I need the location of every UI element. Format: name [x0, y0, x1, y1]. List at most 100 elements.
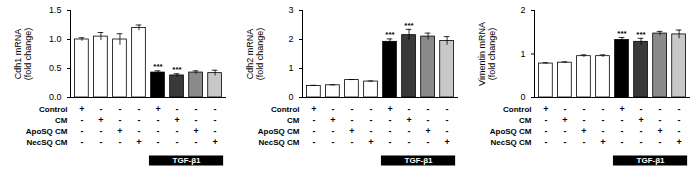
svg-text:1: 1 [520, 49, 525, 59]
svg-text:NecSQ CM: NecSQ CM [259, 138, 300, 147]
svg-text:-: - [563, 104, 566, 114]
svg-text:+: + [349, 126, 354, 136]
svg-text:-: - [137, 104, 140, 114]
svg-text:-: - [157, 115, 160, 125]
svg-text:-: - [678, 126, 681, 136]
svg-text:-: - [118, 137, 121, 147]
svg-text:-: - [446, 104, 449, 114]
svg-text:TGF-β1: TGF-β1 [637, 156, 666, 165]
svg-text:-: - [350, 104, 353, 114]
svg-text:-: - [427, 104, 430, 114]
svg-text:-: - [659, 137, 662, 147]
svg-text:-: - [640, 137, 643, 147]
svg-text:-: - [176, 104, 179, 114]
svg-text:-: - [312, 115, 315, 125]
svg-text:+: + [600, 137, 605, 147]
svg-text:+: + [311, 104, 316, 114]
svg-text:-: - [621, 126, 624, 136]
svg-text:-: - [80, 126, 83, 136]
svg-text:-: - [369, 115, 372, 125]
svg-text:-: - [312, 126, 315, 136]
svg-text:-: - [601, 126, 604, 136]
svg-text:-: - [195, 104, 198, 114]
svg-text:-: - [408, 137, 411, 147]
svg-text:-: - [563, 137, 566, 147]
svg-text:-: - [563, 126, 566, 136]
svg-text:-: - [659, 104, 662, 114]
svg-text:-: - [350, 115, 353, 125]
svg-text:-: - [601, 104, 604, 114]
svg-text:+: + [98, 115, 103, 125]
svg-text:-: - [312, 137, 315, 147]
svg-text:-: - [640, 126, 643, 136]
svg-text:+: + [543, 104, 548, 114]
svg-text:-: - [544, 126, 547, 136]
svg-text:+: + [368, 137, 373, 147]
svg-text:+: + [387, 104, 392, 114]
svg-text:***: *** [385, 30, 395, 39]
svg-text:+: + [676, 137, 681, 147]
svg-text:TGF-β1: TGF-β1 [173, 156, 202, 165]
svg-text:0: 0 [520, 92, 525, 102]
svg-text:-: - [408, 126, 411, 136]
svg-text:1.0: 1.0 [49, 34, 62, 44]
svg-text:-: - [678, 104, 681, 114]
svg-text:+: + [117, 126, 122, 136]
svg-text:-: - [369, 104, 372, 114]
svg-text:-: - [214, 115, 217, 125]
svg-text:+: + [174, 115, 179, 125]
svg-text:Control: Control [271, 105, 299, 114]
svg-text:-: - [137, 126, 140, 136]
svg-text:+: + [136, 137, 141, 147]
svg-text:CM: CM [55, 116, 68, 125]
svg-text:-: - [369, 126, 372, 136]
svg-text:Control: Control [39, 105, 67, 114]
svg-text:-: - [427, 115, 430, 125]
svg-text:-: - [331, 137, 334, 147]
svg-text:NecSQ CM: NecSQ CM [491, 138, 532, 147]
svg-text:3: 3 [288, 5, 293, 15]
svg-text:-: - [601, 115, 604, 125]
svg-text:CM: CM [287, 116, 300, 125]
svg-text:-: - [678, 115, 681, 125]
svg-text:-: - [99, 104, 102, 114]
svg-text:+: + [406, 115, 411, 125]
svg-text:-: - [389, 137, 392, 147]
svg-text:NecSQ CM: NecSQ CM [27, 138, 68, 147]
svg-text:-: - [544, 115, 547, 125]
svg-text:0.5: 0.5 [49, 63, 62, 73]
svg-text:-: - [544, 137, 547, 147]
svg-text:+: + [619, 104, 624, 114]
svg-text:***: *** [153, 62, 163, 71]
svg-text:-: - [176, 137, 179, 147]
svg-text:-: - [331, 126, 334, 136]
svg-text:0: 0 [288, 92, 293, 102]
svg-text:-: - [582, 137, 585, 147]
svg-text:-: - [621, 137, 624, 147]
svg-text:+: + [193, 126, 198, 136]
svg-text:-: - [195, 137, 198, 147]
svg-text:+: + [330, 115, 335, 125]
svg-text:-: - [99, 137, 102, 147]
svg-text:***: *** [172, 65, 182, 74]
svg-text:ApoSQ CM: ApoSQ CM [490, 127, 532, 136]
svg-text:-: - [389, 115, 392, 125]
svg-text:-: - [157, 126, 160, 136]
svg-text:2: 2 [288, 34, 293, 44]
svg-text:CM: CM [519, 116, 532, 125]
svg-text:-: - [640, 104, 643, 114]
svg-text:-: - [582, 115, 585, 125]
svg-text:-: - [621, 115, 624, 125]
svg-text:-: - [446, 126, 449, 136]
svg-text:-: - [582, 104, 585, 114]
svg-text:+: + [79, 104, 84, 114]
svg-text:-: - [408, 104, 411, 114]
svg-text:***: *** [404, 21, 414, 30]
svg-text:-: - [118, 115, 121, 125]
svg-text:-: - [214, 104, 217, 114]
svg-text:-: - [118, 104, 121, 114]
svg-text:+: + [425, 126, 430, 136]
svg-text:-: - [350, 137, 353, 147]
svg-text:1.5: 1.5 [49, 5, 62, 15]
svg-text:-: - [446, 115, 449, 125]
